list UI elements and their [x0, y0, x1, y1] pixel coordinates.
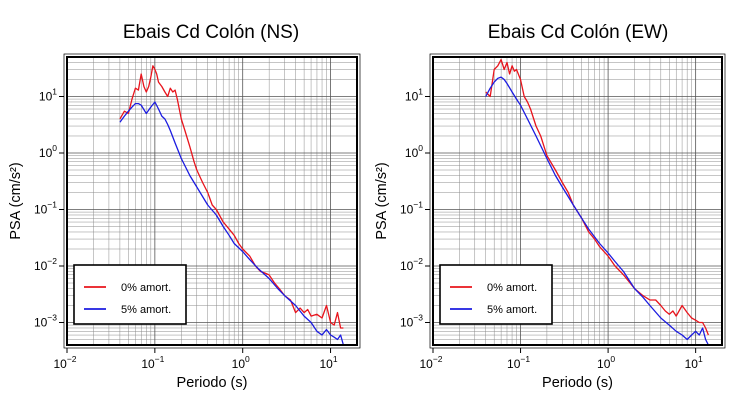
y-tick-base: 10 [400, 316, 414, 330]
y-tick-label: 101 [39, 86, 57, 103]
y-tick-exponent: 1 [418, 86, 423, 96]
legend-label: 5% amort. [487, 304, 537, 316]
y-tick-label: 10−3 [34, 313, 57, 330]
y-tick-exponent: −2 [47, 256, 57, 266]
y-tick-exponent: −1 [413, 200, 423, 210]
x-tick-exponent: 1 [333, 354, 338, 364]
plot-frame-outer [63, 53, 361, 349]
series-line-damping-0 [119, 65, 344, 329]
x-tick-base: 10 [53, 357, 67, 371]
x-tick-base: 10 [320, 357, 334, 371]
y-tick-label: 10−2 [34, 256, 57, 273]
y-tick-base: 10 [34, 259, 48, 273]
y-tick-base: 10 [39, 146, 53, 160]
x-tick-label: 10−1 [141, 354, 164, 371]
plot-frame-outer [429, 53, 726, 349]
y-tick-base: 10 [405, 89, 419, 103]
series-line-damping-5 [485, 76, 709, 346]
y-tick-exponent: 0 [418, 143, 423, 153]
legend-box [73, 264, 187, 325]
y-tick-label: 100 [39, 143, 57, 160]
y-tick-exponent: −3 [413, 313, 423, 323]
y-tick-exponent: 1 [52, 86, 57, 96]
legend: 0% amort. 5% amort. [439, 264, 553, 325]
x-tick-base: 10 [232, 357, 246, 371]
y-tick-exponent: −2 [413, 256, 423, 266]
x-tick-label: 10−1 [507, 354, 530, 371]
x-tick-label: 100 [232, 354, 250, 371]
x-tick-label: 10−2 [53, 354, 76, 371]
x-tick-exponent: −2 [433, 354, 443, 364]
y-tick-base: 10 [405, 146, 419, 160]
x-tick-base: 10 [685, 357, 699, 371]
chart-panels: Ebais Cd Colón (NS)10−2 10−1 100 10110−310−… [8, 22, 726, 391]
legend-label: 5% amort. [121, 304, 171, 316]
chart-panel-ew: Ebais Cd Colón (EW)10−2 10−1 100 10110−310−… [374, 22, 726, 391]
x-tick-label: 100 [597, 354, 615, 371]
series-line-damping-0 [485, 58, 710, 336]
y-tick-base: 10 [34, 316, 48, 330]
chart-title: Ebais Cd Colón (NS) [123, 22, 299, 43]
legend-label: 0% amort. [121, 282, 171, 294]
legend: 0% amort. 5% amort. [73, 264, 187, 325]
y-tick-exponent: −1 [47, 200, 57, 210]
y-axis-label: PSA (cm/s²) [374, 162, 390, 239]
x-tick-exponent: −1 [155, 354, 165, 364]
x-tick-base: 10 [141, 357, 155, 371]
x-tick-label: 101 [320, 354, 338, 371]
x-axis-label: Periodo (s) [177, 375, 248, 391]
y-tick-label: 10−1 [400, 200, 423, 217]
y-tick-base: 10 [400, 203, 414, 217]
x-tick-label: 101 [685, 354, 703, 371]
y-tick-label: 10−1 [34, 200, 57, 217]
x-tick-base: 10 [597, 357, 611, 371]
plot-frame [432, 56, 723, 346]
y-tick-base: 10 [400, 259, 414, 273]
legend-box [439, 264, 553, 325]
x-tick-exponent: 0 [610, 354, 615, 364]
y-axis-label: PSA (cm/s²) [8, 162, 24, 239]
chart-title: Ebais Cd Colón (EW) [488, 22, 669, 43]
x-tick-exponent: 0 [245, 354, 250, 364]
x-tick-label: 10−2 [419, 354, 442, 371]
y-tick-base: 10 [34, 203, 48, 217]
y-tick-label: 10−2 [400, 256, 423, 273]
x-axis-label: Periodo (s) [542, 375, 613, 391]
y-tick-exponent: −3 [47, 313, 57, 323]
y-tick-base: 10 [39, 89, 53, 103]
x-tick-exponent: −1 [520, 354, 530, 364]
y-tick-label: 10−3 [400, 313, 423, 330]
plot-frame [66, 56, 358, 346]
y-tick-label: 100 [405, 143, 423, 160]
x-tick-exponent: −2 [67, 354, 77, 364]
x-tick-base: 10 [507, 357, 521, 371]
y-tick-exponent: 0 [52, 143, 57, 153]
series-line-damping-5 [119, 101, 345, 346]
x-tick-exponent: 1 [698, 354, 703, 364]
chart-panel-ns: Ebais Cd Colón (NS)10−2 10−1 100 10110−310−… [8, 22, 361, 391]
y-tick-label: 101 [405, 86, 423, 103]
legend-label: 0% amort. [487, 282, 537, 294]
x-tick-base: 10 [419, 357, 433, 371]
